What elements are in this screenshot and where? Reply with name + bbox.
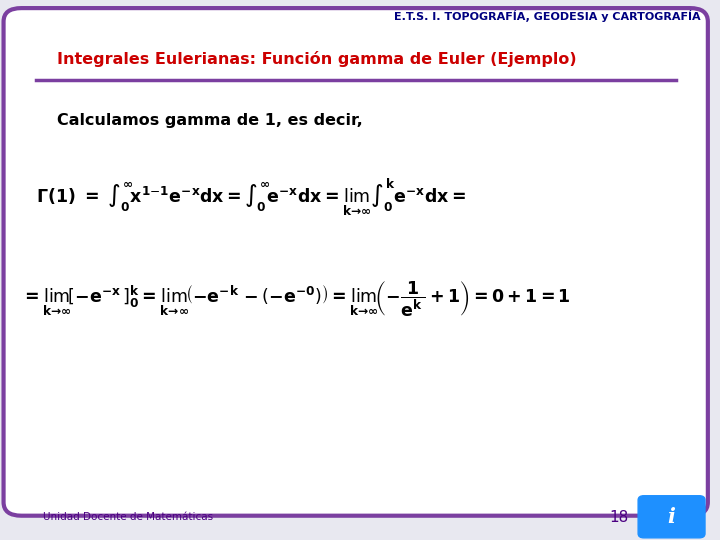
FancyBboxPatch shape [4,8,708,516]
Text: Integrales Eulerianas: Función gamma de Euler (Ejemplo): Integrales Eulerianas: Función gamma de … [57,51,577,68]
Text: E.T.S. I. TOPOGRAFÍA, GEODESIA y CARTOGRAFÍA: E.T.S. I. TOPOGRAFÍA, GEODESIA y CARTOGR… [394,10,701,22]
Text: $\mathbf{= \lim_{k \to \infty}\!\left[-e^{-x}\right]_{0}^{k}= \lim_{k \to \infty: $\mathbf{= \lim_{k \to \infty}\!\left[-e… [22,280,571,319]
Text: 18: 18 [609,510,629,525]
Text: i: i [667,507,675,527]
Text: $\mathbf{\Gamma(1)\ =\ \int_{0}^{\infty}\! x^{1\mathrm{-}1}e^{-x}dx= \int_{0}^{\: $\mathbf{\Gamma(1)\ =\ \int_{0}^{\infty}… [35,177,466,218]
Text: Calculamos gamma de 1, es decir,: Calculamos gamma de 1, es decir, [57,113,363,129]
Text: Unidad Docente de Matemáticas: Unidad Docente de Matemáticas [42,512,213,522]
FancyBboxPatch shape [638,496,705,538]
